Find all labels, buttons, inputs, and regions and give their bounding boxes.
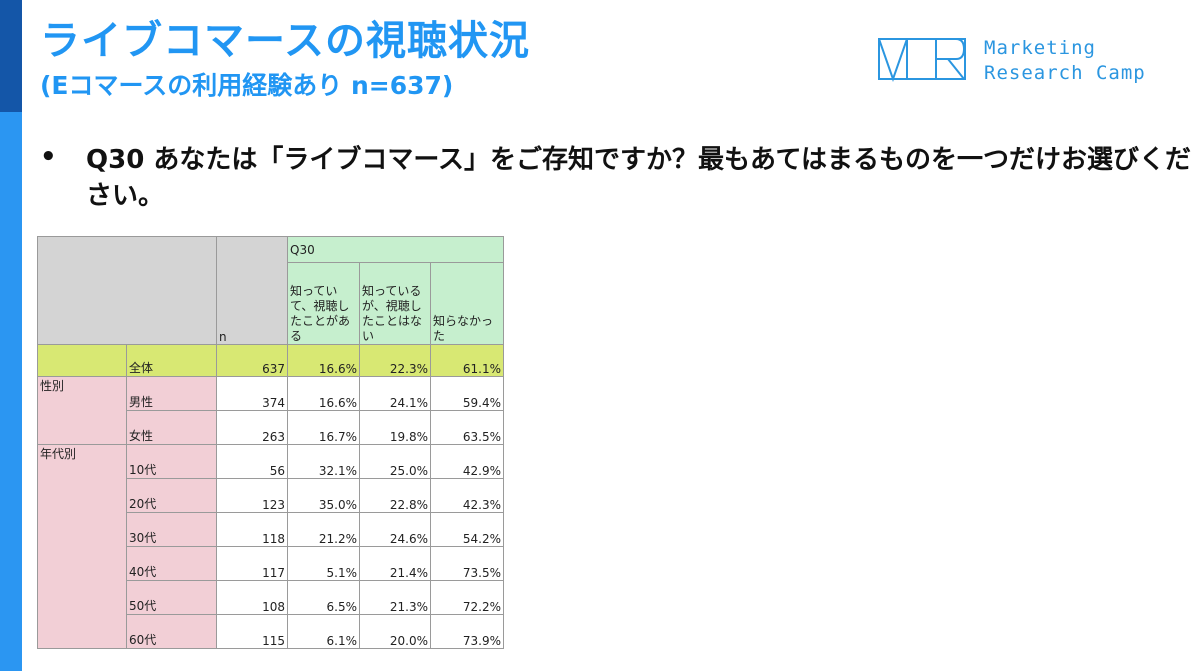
row-value: 59.4% [430, 376, 504, 411]
row-label: 10代 [126, 444, 217, 479]
row-label: 男性 [126, 376, 217, 411]
row-n: 263 [216, 410, 288, 445]
row-value: 25.0% [359, 444, 431, 479]
row-value: 61.1% [430, 344, 504, 377]
row-value: 6.5% [287, 580, 360, 615]
table-row: 30代 118 21.2% 24.6% 54.2% [38, 512, 504, 547]
total-blank-cell [37, 344, 127, 377]
row-value: 35.0% [287, 478, 360, 513]
mrc-logo-icon [878, 38, 966, 82]
row-value: 21.2% [287, 512, 360, 547]
row-value: 19.8% [359, 410, 431, 445]
row-n: 123 [216, 478, 288, 513]
row-label: 60代 [126, 614, 217, 649]
row-n: 115 [216, 614, 288, 649]
logo-text: Marketing Research Camp [984, 36, 1146, 86]
row-value: 21.4% [359, 546, 431, 581]
row-label: 20代 [126, 478, 217, 513]
row-value: 32.1% [287, 444, 360, 479]
header-n: n [216, 236, 288, 345]
row-value: 22.8% [359, 478, 431, 513]
table-row: 60代 115 6.1% 20.0% 73.9% [38, 614, 504, 649]
question-text: Q30 あなたは「ライブコマース」をご存知ですか？最もあてはまるものを一つだけお… [86, 145, 1191, 211]
row-n: 637 [216, 344, 288, 377]
row-value: 22.3% [359, 344, 431, 377]
row-value: 73.9% [430, 614, 504, 649]
row-n: 374 [216, 376, 288, 411]
logo-line-2: Research Camp [984, 62, 1146, 84]
row-value: 63.5% [430, 410, 504, 445]
header-option-1: 知っていて、視聴したことがある [287, 262, 360, 345]
row-value: 24.1% [359, 376, 431, 411]
table-row-total: 全体 637 16.6% 22.3% 61.1% [37, 344, 504, 377]
row-value: 73.5% [430, 546, 504, 581]
header-corner [37, 236, 217, 345]
brand-logo: Marketing Research Camp [878, 36, 1178, 86]
logo-line-1: Marketing [984, 37, 1096, 59]
header-option-2: 知っているが、視聴したことはない [359, 262, 431, 345]
row-label: 50代 [126, 580, 217, 615]
bullet-icon: • [40, 142, 57, 172]
row-value: 16.6% [287, 344, 360, 377]
row-label: 30代 [126, 512, 217, 547]
left-accent-bar [0, 0, 22, 671]
row-n: 117 [216, 546, 288, 581]
row-value: 20.0% [359, 614, 431, 649]
row-value: 21.3% [359, 580, 431, 615]
row-value: 24.6% [359, 512, 431, 547]
header-question-code: Q30 [287, 236, 504, 263]
row-n: 118 [216, 512, 288, 547]
page-title: ライブコマースの視聴状況 [40, 18, 530, 64]
row-value: 6.1% [287, 614, 360, 649]
row-value: 16.7% [287, 410, 360, 445]
row-value: 16.6% [287, 376, 360, 411]
table-row: 20代 123 35.0% 22.8% 42.3% [38, 478, 504, 513]
row-value: 54.2% [430, 512, 504, 547]
row-n: 108 [216, 580, 288, 615]
page-subtitle: (Eコマースの利用経験あり n=637) [40, 71, 454, 100]
table-row: 性別 男性 374 16.6% 24.1% 59.4% [37, 376, 504, 445]
group-label: 性別 [37, 376, 127, 445]
row-label: 40代 [126, 546, 217, 581]
row-label: 全体 [126, 344, 217, 377]
row-value: 72.2% [430, 580, 504, 615]
row-value: 42.3% [430, 478, 504, 513]
row-n: 56 [216, 444, 288, 479]
survey-table: n Q30 知っていて、視聴したことがある 知っているが、視聴したことはない 知… [37, 236, 504, 649]
row-value: 42.9% [430, 444, 504, 479]
group-label: 年代別 [37, 444, 127, 649]
header-option-3: 知らなかった [430, 262, 504, 345]
row-value: 5.1% [287, 546, 360, 581]
row-label: 女性 [126, 410, 217, 445]
table-row: 年代別 10代 56 32.1% 25.0% 42.9% [37, 444, 504, 649]
